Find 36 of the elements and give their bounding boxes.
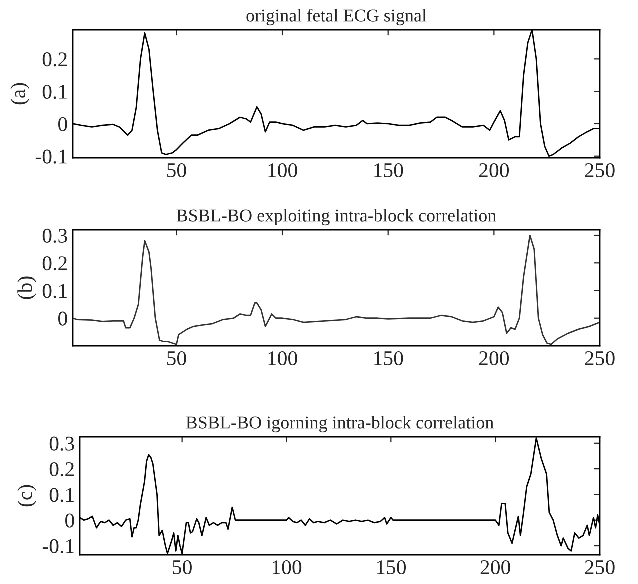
x-tick-label: 50 [168, 163, 186, 178]
x-tick-label: 100 [268, 163, 298, 178]
y-axis-title: (a) [10, 83, 30, 105]
x-tick-label: 250 [585, 163, 615, 178]
y-tick-label: 0 [66, 514, 74, 528]
line-series [73, 30, 600, 158]
y-tick-label: 0.1 [42, 84, 67, 100]
chart-title: BSBL-BO exploiting intra-block correlation [176, 209, 496, 226]
line-series [80, 438, 600, 554]
chart-title: BSBL-BO igorning intra-block correlation [186, 416, 494, 433]
y-tick-label: 0.1 [42, 284, 67, 298]
x-tick-label: 150 [374, 163, 404, 178]
x-tick-label: 200 [479, 163, 510, 178]
x-tick-label: 100 [272, 560, 302, 575]
y-tick-label: 0.3 [42, 228, 68, 244]
x-tick-label: 100 [268, 351, 298, 366]
y-tick-label: -0.1 [36, 150, 67, 164]
x-tick-label: 150 [377, 560, 406, 575]
x-tick-label: 150 [374, 351, 404, 366]
x-tick-label: 250 [585, 560, 615, 575]
x-tick-label: 200 [479, 351, 510, 366]
x-tick-label: 250 [585, 351, 615, 366]
y-tick-label: 0.2 [42, 52, 67, 67]
x-tick-label: 200 [480, 560, 510, 575]
y-tick-label: 0.2 [42, 256, 67, 271]
y-axis-title: (b) [18, 276, 37, 300]
x-tick-label: 50 [168, 351, 186, 366]
chart-title: original fetal ECG signal [246, 8, 427, 26]
y-tick-label: 0.2 [50, 462, 74, 477]
x-tick-label: 50 [173, 560, 192, 575]
y-tick-label: -0.1 [42, 539, 74, 554]
y-tick-label: 0 [58, 117, 68, 132]
y-tick-label: 0.1 [50, 488, 74, 502]
y-tick-label: 0.3 [50, 436, 74, 451]
y-axis-title: (c) [18, 485, 37, 507]
y-tick-label: 0 [58, 312, 68, 326]
